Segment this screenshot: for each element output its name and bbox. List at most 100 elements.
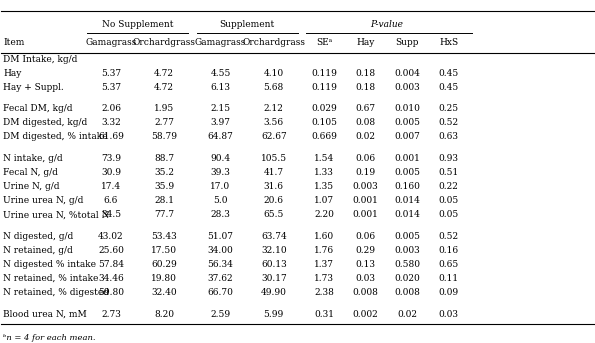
Text: 64.87: 64.87 bbox=[208, 132, 233, 142]
Text: 60.29: 60.29 bbox=[151, 260, 177, 269]
Text: 0.005: 0.005 bbox=[394, 232, 420, 241]
Text: ᵇn = 4 for each mean.: ᵇn = 4 for each mean. bbox=[3, 334, 96, 342]
Text: 0.16: 0.16 bbox=[439, 246, 459, 255]
Text: 34.5: 34.5 bbox=[101, 210, 121, 219]
Text: 0.93: 0.93 bbox=[439, 154, 459, 163]
Text: 53.43: 53.43 bbox=[151, 232, 177, 241]
Text: 0.003: 0.003 bbox=[394, 83, 420, 92]
Text: 66.70: 66.70 bbox=[208, 288, 233, 297]
Text: 1.37: 1.37 bbox=[314, 260, 334, 269]
Text: 0.001: 0.001 bbox=[394, 154, 420, 163]
Text: 59.80: 59.80 bbox=[98, 288, 124, 297]
Text: 1.07: 1.07 bbox=[314, 196, 334, 205]
Text: HxS: HxS bbox=[439, 38, 458, 47]
Text: 17.0: 17.0 bbox=[211, 182, 231, 191]
Text: 2.73: 2.73 bbox=[101, 310, 121, 319]
Text: Gamagrass: Gamagrass bbox=[195, 38, 246, 47]
Text: 2.20: 2.20 bbox=[314, 210, 334, 219]
Text: Orchardgrass: Orchardgrass bbox=[133, 38, 196, 47]
Text: DM digested, kg/d: DM digested, kg/d bbox=[3, 118, 87, 128]
Text: N retained, % intake: N retained, % intake bbox=[3, 274, 99, 283]
Text: 51.07: 51.07 bbox=[208, 232, 233, 241]
Text: 0.18: 0.18 bbox=[356, 83, 375, 92]
Text: 0.119: 0.119 bbox=[311, 69, 337, 78]
Text: 3.32: 3.32 bbox=[101, 118, 121, 128]
Text: 0.09: 0.09 bbox=[439, 288, 459, 297]
Text: N digested % intake: N digested % intake bbox=[3, 260, 96, 269]
Text: 2.12: 2.12 bbox=[264, 104, 284, 114]
Text: 35.2: 35.2 bbox=[154, 168, 174, 177]
Text: No Supplement: No Supplement bbox=[102, 20, 173, 29]
Text: 0.007: 0.007 bbox=[394, 132, 420, 142]
Text: 28.3: 28.3 bbox=[211, 210, 230, 219]
Text: Hay: Hay bbox=[356, 38, 375, 47]
Text: 0.52: 0.52 bbox=[439, 232, 459, 241]
Text: 0.105: 0.105 bbox=[311, 118, 337, 128]
Text: 58.79: 58.79 bbox=[151, 132, 177, 142]
Text: 0.25: 0.25 bbox=[439, 104, 459, 114]
Text: 5.37: 5.37 bbox=[101, 83, 121, 92]
Text: 0.029: 0.029 bbox=[311, 104, 337, 114]
Text: 4.10: 4.10 bbox=[264, 69, 284, 78]
Text: 0.669: 0.669 bbox=[311, 132, 337, 142]
Text: 1.35: 1.35 bbox=[314, 182, 334, 191]
Text: 56.34: 56.34 bbox=[208, 260, 233, 269]
Text: Urine urea N, g/d: Urine urea N, g/d bbox=[3, 196, 83, 205]
Text: 4.55: 4.55 bbox=[210, 69, 231, 78]
Text: 28.1: 28.1 bbox=[154, 196, 174, 205]
Text: 49.90: 49.90 bbox=[261, 288, 287, 297]
Text: 2.38: 2.38 bbox=[314, 288, 334, 297]
Text: Urine N, g/d: Urine N, g/d bbox=[3, 182, 60, 191]
Text: 19.80: 19.80 bbox=[151, 274, 177, 283]
Text: 1.54: 1.54 bbox=[314, 154, 334, 163]
Text: 1.73: 1.73 bbox=[314, 274, 334, 283]
Text: 32.10: 32.10 bbox=[261, 246, 287, 255]
Text: 20.6: 20.6 bbox=[264, 196, 284, 205]
Text: 4.72: 4.72 bbox=[154, 83, 174, 92]
Text: 0.31: 0.31 bbox=[314, 310, 334, 319]
Text: DM Intake, kg/d: DM Intake, kg/d bbox=[3, 55, 77, 64]
Text: 0.67: 0.67 bbox=[356, 104, 375, 114]
Text: Fecal N, g/d: Fecal N, g/d bbox=[3, 168, 58, 177]
Text: 105.5: 105.5 bbox=[261, 154, 287, 163]
Text: Gamagrass: Gamagrass bbox=[85, 38, 137, 47]
Text: 5.0: 5.0 bbox=[213, 196, 228, 205]
Text: 6.13: 6.13 bbox=[211, 83, 230, 92]
Text: 62.67: 62.67 bbox=[261, 132, 287, 142]
Text: N digested, g/d: N digested, g/d bbox=[3, 232, 73, 241]
Text: P-value: P-value bbox=[370, 20, 403, 29]
Text: 32.40: 32.40 bbox=[152, 288, 177, 297]
Text: 4.72: 4.72 bbox=[154, 69, 174, 78]
Text: 65.5: 65.5 bbox=[264, 210, 284, 219]
Text: 0.05: 0.05 bbox=[439, 210, 459, 219]
Text: 0.008: 0.008 bbox=[394, 288, 420, 297]
Text: 0.52: 0.52 bbox=[439, 118, 459, 128]
Text: 0.19: 0.19 bbox=[356, 168, 375, 177]
Text: 0.51: 0.51 bbox=[439, 168, 459, 177]
Text: 6.6: 6.6 bbox=[104, 196, 118, 205]
Text: 73.9: 73.9 bbox=[101, 154, 121, 163]
Text: 39.3: 39.3 bbox=[211, 168, 230, 177]
Text: Urine urea N, %total N: Urine urea N, %total N bbox=[3, 210, 109, 219]
Text: 1.76: 1.76 bbox=[314, 246, 334, 255]
Text: 0.06: 0.06 bbox=[356, 154, 375, 163]
Text: 17.4: 17.4 bbox=[101, 182, 121, 191]
Text: N retained, % digested: N retained, % digested bbox=[3, 288, 109, 297]
Text: N retained, g/d: N retained, g/d bbox=[3, 246, 73, 255]
Text: 0.45: 0.45 bbox=[439, 83, 459, 92]
Text: 0.03: 0.03 bbox=[356, 274, 375, 283]
Text: 0.63: 0.63 bbox=[439, 132, 459, 142]
Text: Fecal DM, kg/d: Fecal DM, kg/d bbox=[3, 104, 73, 114]
Text: N intake, g/d: N intake, g/d bbox=[3, 154, 63, 163]
Text: 30.9: 30.9 bbox=[101, 168, 121, 177]
Text: 0.004: 0.004 bbox=[394, 69, 420, 78]
Text: 0.03: 0.03 bbox=[439, 310, 459, 319]
Text: 1.60: 1.60 bbox=[314, 232, 334, 241]
Text: 0.580: 0.580 bbox=[394, 260, 420, 269]
Text: 1.95: 1.95 bbox=[154, 104, 174, 114]
Text: SEᵃ: SEᵃ bbox=[316, 38, 332, 47]
Text: 0.45: 0.45 bbox=[439, 69, 459, 78]
Text: 0.06: 0.06 bbox=[356, 232, 375, 241]
Text: 2.15: 2.15 bbox=[211, 104, 231, 114]
Text: DM digested, % intake: DM digested, % intake bbox=[3, 132, 108, 142]
